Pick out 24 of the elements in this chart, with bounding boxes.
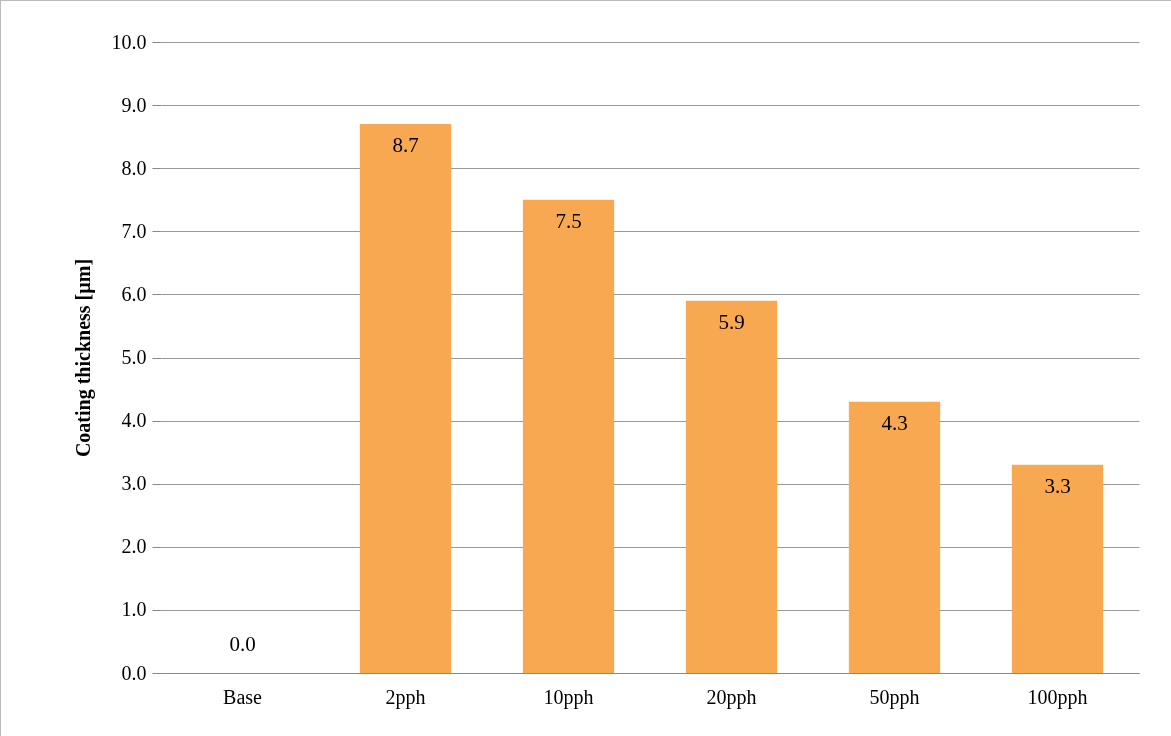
y-tick-label: 9.0 (121, 93, 147, 116)
x-tick-label: 10pph (543, 685, 594, 709)
y-axis-title: Coating thickness [µm] (71, 258, 95, 458)
y-tick-label: 2.0 (121, 535, 147, 558)
y-tick-label: 4.0 (121, 409, 147, 432)
y-tick-label: 3.0 (121, 472, 147, 495)
x-tick-label: 50pph (869, 685, 920, 709)
y-tick-label: 10.0 (111, 30, 147, 53)
y-tick-label: 7.0 (121, 219, 147, 242)
data-label: 7.5 (555, 208, 582, 233)
data-label: 8.7 (392, 133, 419, 158)
y-tick-label: 6.0 (121, 282, 147, 305)
data-label: 0.0 (229, 632, 256, 656)
data-label: 3.3 (1044, 473, 1071, 498)
y-tick-label: 1.0 (121, 598, 147, 621)
x-tick-label: Base (223, 685, 263, 708)
data-label: 4.3 (881, 410, 908, 435)
x-tick-label: 20pph (706, 685, 757, 709)
x-tick-label: 100pph (1027, 685, 1088, 709)
y-tick-label: 0.0 (121, 661, 147, 684)
y-tick-label: 8.0 (121, 156, 147, 179)
data-label: 5.9 (718, 309, 745, 334)
x-tick-label: 2pph (385, 685, 426, 709)
y-tick-label: 5.0 (121, 346, 147, 368)
